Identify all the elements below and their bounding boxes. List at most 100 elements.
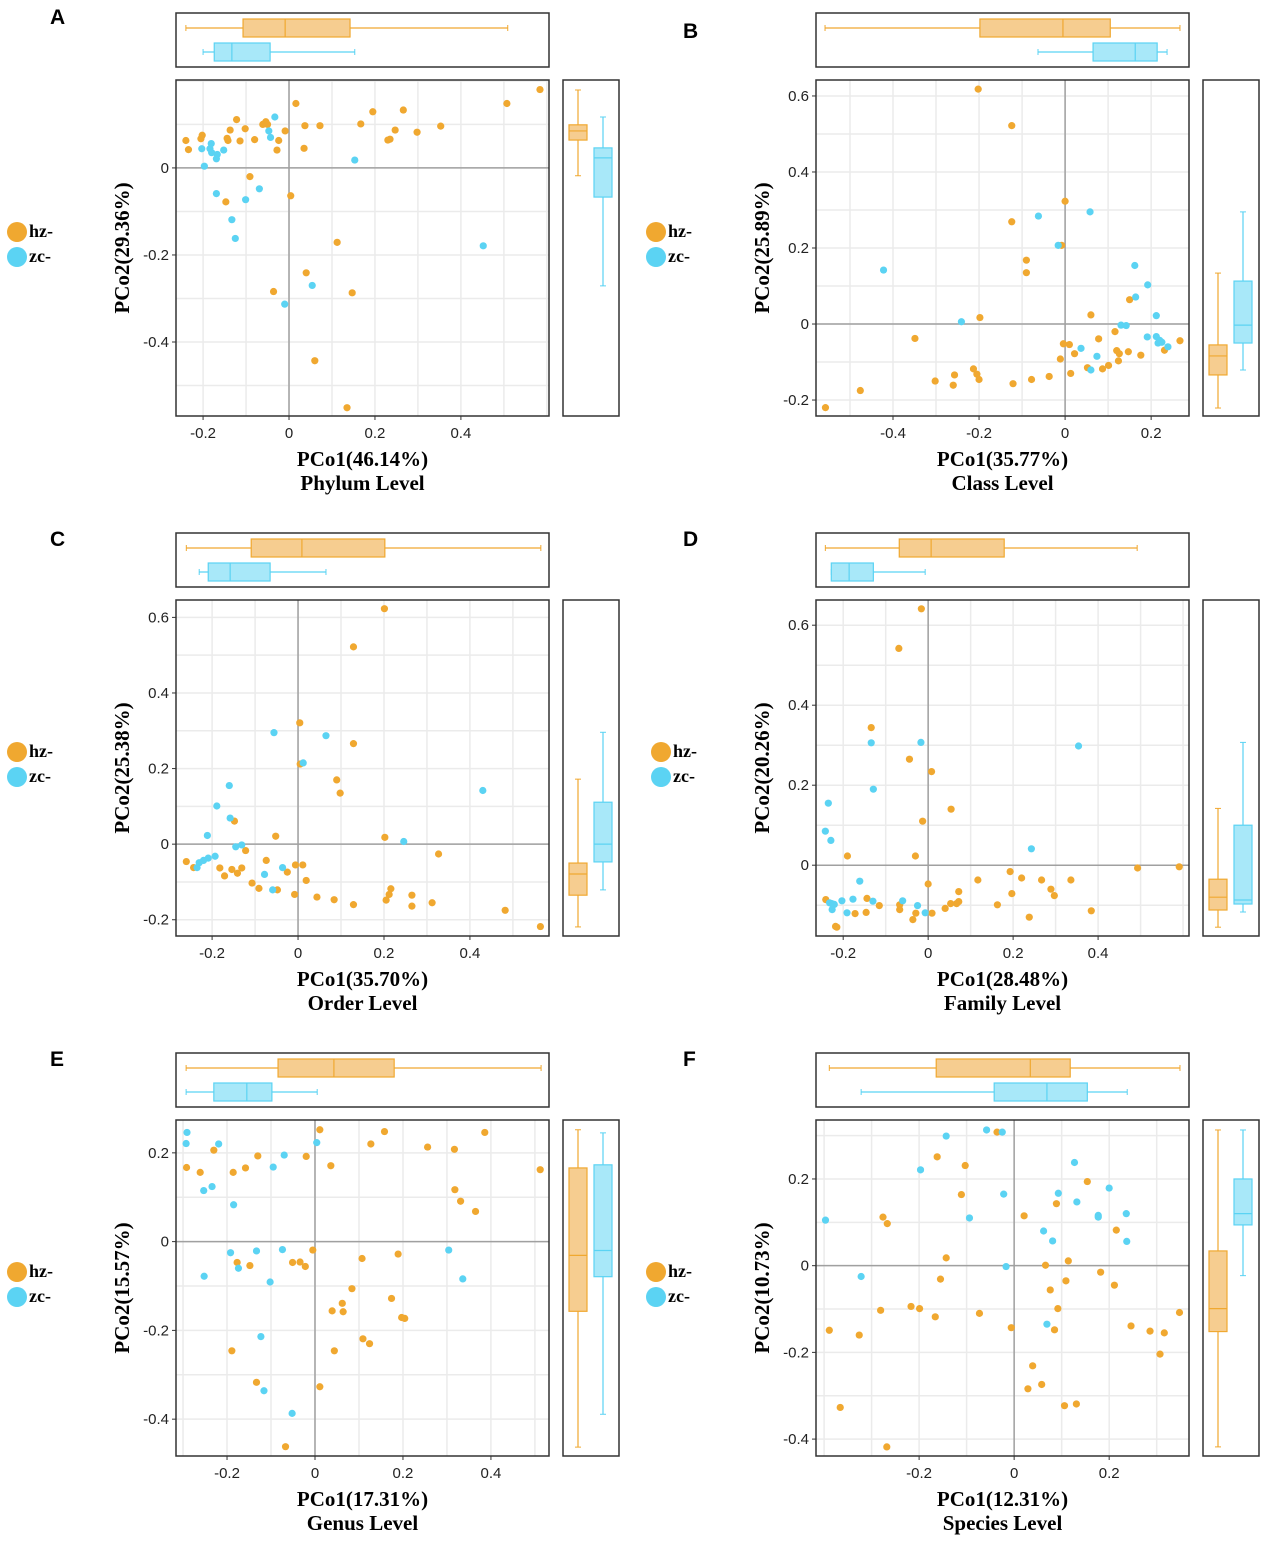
x-tick-label: 0.4 [1088,945,1109,962]
y-tick-label: 0 [801,1258,809,1275]
data-point [301,122,309,130]
box [242,18,351,38]
data-point [924,880,932,888]
data-point [208,1182,216,1191]
data-point [196,1168,204,1176]
data-point [862,908,870,916]
data-point [931,377,939,385]
data-point [349,740,358,748]
panel-f: -0.2 0 0.2 -0.4 -0.2 0 0.2 F PCo2(10.73%) PCo1(12… [640,1040,1262,1540]
data-point [942,1132,950,1140]
data-point [229,1168,237,1176]
data-point [957,1190,965,1199]
data-point [233,1258,241,1267]
data-point [348,1285,356,1293]
legend-item-zc: zc- [651,764,711,789]
top-boxplot-hz [824,538,1138,558]
data-point [479,242,487,250]
data-point [333,238,341,246]
data-point [1018,874,1026,882]
taxonomic-level: Class Level [951,471,1054,495]
data-point [437,122,445,130]
data-point [1065,340,1073,349]
data-point [1022,269,1030,277]
series-hz [821,85,1184,412]
legend-label: hz- [29,1261,53,1281]
data-point [827,836,835,844]
x-axis-title: PCo1(46.14%) [296,447,429,471]
data-point [825,1326,833,1334]
data-point [313,893,321,901]
data-point [228,216,236,224]
data-point [391,126,399,134]
x-tick-label: -0.2 [199,945,225,962]
panel-a: -0.2 0 0.2 0.4 -0.4 -0.2 0 A PCo2(29.36%) PCo1(46… [0,0,622,500]
data-point [266,1278,274,1286]
data-point [921,909,929,917]
data-point [255,884,263,892]
data-point [915,1304,924,1313]
data-point [296,1258,304,1266]
x-axis-label: PCo1(17.31%) Genus Level [176,1487,549,1535]
data-point [211,852,219,860]
scatter-frame [175,1119,550,1457]
x-tick-label: -0.2 [830,945,856,962]
data-point [917,738,925,746]
data-point [300,144,308,152]
legend-item-hz: hz- [7,1259,67,1284]
data-point [220,146,228,154]
right-boxplot-hz [568,89,588,177]
data-point [1054,241,1062,249]
legend-label: zc- [668,246,690,266]
data-point [408,891,416,899]
legend-dot-icon [7,1261,27,1282]
data-point [212,189,220,198]
data-point [309,1246,317,1254]
data-point [856,386,864,395]
box [207,562,271,582]
data-point [877,1306,885,1314]
data-point [182,1139,190,1148]
data-point [288,1409,296,1417]
data-point [367,1140,375,1148]
data-point [856,877,864,885]
data-point [503,99,511,108]
data-point [1047,885,1055,893]
data-point [949,381,957,389]
legend-dot-icon [7,766,27,787]
data-point [1006,868,1014,876]
data-point [399,106,407,114]
data-point [302,269,310,277]
data-point [843,852,852,860]
data-point [1067,876,1075,884]
data-point [1152,312,1160,320]
data-point [283,868,291,876]
data-point [933,1153,941,1161]
data-point [252,1247,261,1255]
data-point [1027,845,1035,853]
data-point [849,895,857,903]
data-point [281,1443,290,1451]
right-boxplot-zc [1233,1129,1253,1277]
right-boxplot-hz [568,1129,588,1448]
data-point [957,318,966,326]
data-point [833,923,841,931]
grid [176,1120,549,1456]
series-zc [182,1128,467,1417]
legend-item-zc: zc- [7,244,67,269]
data-point [1070,1158,1079,1167]
data-point [1052,1200,1061,1208]
legend: hz-zc- [651,739,711,789]
grid [816,600,1189,936]
data-point [269,1163,277,1171]
box [1208,344,1228,376]
top-boxplot-zc [185,1082,318,1102]
data-point [1132,293,1140,301]
data-point [400,837,408,846]
box [1208,1250,1228,1333]
right-boxplot-zc [593,116,613,287]
data-point [387,885,395,893]
data-point [216,864,224,872]
panel-letter: C [50,528,66,551]
data-point [998,1128,1006,1136]
